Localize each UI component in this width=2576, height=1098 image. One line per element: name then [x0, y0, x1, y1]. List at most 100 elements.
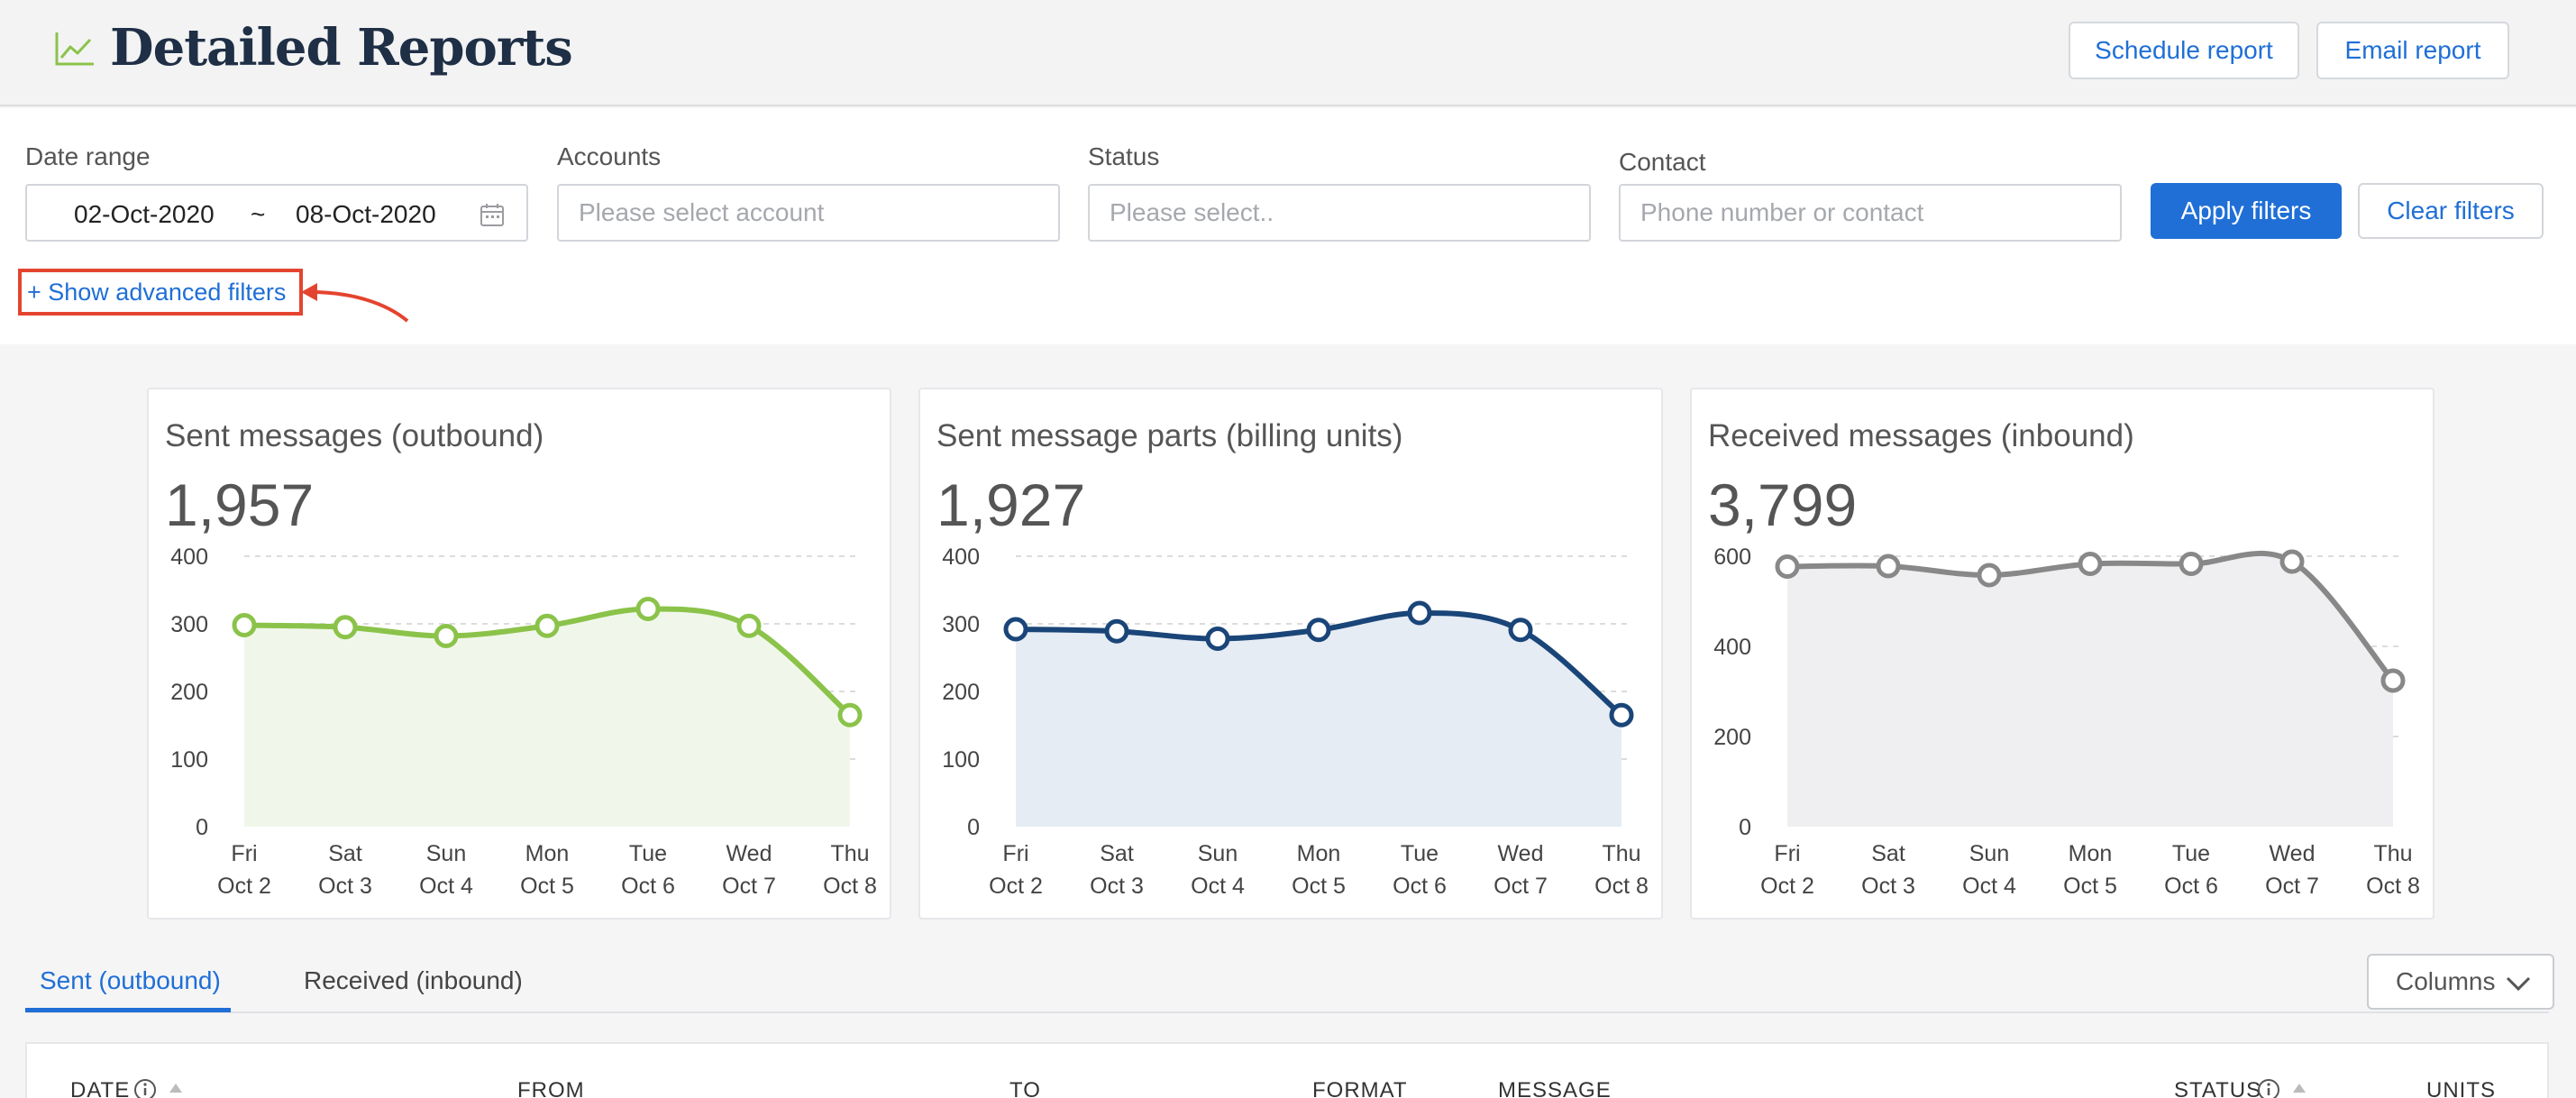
x-tick-date: Oct 6 [621, 874, 675, 899]
data-point [2279, 549, 2305, 574]
accounts-label: Accounts [557, 142, 662, 170]
x-tick-day: Mon [525, 841, 570, 866]
line-chart-icon [55, 32, 94, 66]
chart-card-billing-units: Sent message parts (billing units) 1,927… [918, 388, 1663, 920]
x-tick-day: Sun [1969, 841, 2009, 866]
chevron-down-icon [2506, 976, 2531, 992]
x-tick-date: Oct 3 [1861, 874, 1915, 899]
x-tick-day: Fri [1774, 841, 1800, 866]
sort-up-icon[interactable] [168, 1082, 184, 1094]
x-tick-day: Fri [231, 841, 257, 866]
tab-sent-outbound[interactable]: Sent (outbound) [40, 966, 221, 994]
info-icon [134, 1079, 156, 1098]
tab-received-inbound[interactable]: Received (inbound) [304, 966, 523, 994]
x-tick-date: Oct 5 [2063, 874, 2117, 899]
data-point [232, 613, 257, 637]
date-range-input[interactable]: 02-Oct-2020 ~ 08-Oct-2020 [25, 184, 528, 242]
columns-dropdown[interactable]: Columns [2367, 954, 2554, 1010]
column-header-from[interactable]: FROM [517, 1078, 585, 1098]
x-tick-date: Oct 2 [989, 874, 1043, 899]
column-header-to[interactable]: TO [1009, 1078, 1041, 1098]
x-tick-day: Fri [1002, 841, 1028, 866]
x-tick-day: Tue [2172, 841, 2210, 866]
received-messages-chart: 0 200 400 600 Fri Oct 2 Sat Oct 3 Sun Oct 4 Mon Oct… [1713, 544, 2420, 899]
status-select[interactable]: Please select.. [1088, 184, 1591, 242]
status-label: Status [1088, 142, 1160, 170]
annotation-arrow-icon [301, 283, 409, 323]
page-title: Detailed Reports [110, 18, 573, 78]
x-tick-date: Oct 5 [520, 874, 574, 899]
x-tick-day: Thu [2373, 841, 2412, 866]
y-tick-label: 600 [1713, 544, 1751, 570]
y-tick-label: 400 [170, 544, 208, 570]
chart-card-sent-messages: Sent messages (outbound) 1,957 0 100 200 30… [147, 388, 891, 920]
date-separator: ~ [251, 200, 266, 228]
data-point [1205, 627, 1230, 651]
column-header-date[interactable]: DATE [70, 1078, 131, 1098]
data-point [1775, 554, 1800, 579]
column-header-format[interactable]: FORMAT [1312, 1078, 1408, 1098]
data-point [534, 613, 560, 638]
x-tick-date: Oct 2 [1760, 874, 1814, 899]
x-tick-date: Oct 6 [2164, 874, 2218, 899]
contact-label: Contact [1619, 148, 1706, 176]
card-title: Sent messages (outbound) [165, 418, 544, 453]
column-header-message[interactable]: MESSAGE [1498, 1078, 1612, 1098]
data-point [2380, 668, 2406, 693]
y-tick-label: 200 [942, 680, 980, 705]
schedule-report-button[interactable]: Schedule report [2069, 22, 2299, 79]
data-point [837, 702, 863, 727]
x-tick-date: Oct 6 [1393, 874, 1447, 899]
x-tick-day: Sat [1871, 841, 1905, 866]
card-title: Sent message parts (billing units) [936, 418, 1403, 453]
column-header-units[interactable]: UNITS [2426, 1078, 2496, 1098]
y-tick-label: 400 [942, 544, 980, 570]
y-tick-label: 200 [170, 680, 208, 705]
x-tick-date: Oct 7 [2265, 874, 2319, 899]
card-title: Received messages (inbound) [1708, 418, 2134, 453]
sent-messages-chart: 0 100 200 300 400 Fri Oct 2 Sat Oct 3 Sun Oct 4 Mon… [170, 544, 877, 899]
x-tick-date: Oct 7 [1494, 874, 1548, 899]
series-area [1787, 553, 2393, 827]
contact-input[interactable]: Phone number or contact [1619, 184, 2122, 242]
x-tick-day: Wed [726, 841, 772, 866]
y-tick-label: 300 [942, 612, 980, 637]
x-tick-day: Sun [1198, 841, 1238, 866]
apply-filters-button[interactable]: Apply filters [2151, 183, 2342, 239]
x-tick-day: Wed [1498, 841, 1544, 866]
x-tick-day: Sun [426, 841, 466, 866]
x-tick-day: Thu [1602, 841, 1640, 866]
data-point [434, 624, 459, 648]
series-area [244, 608, 850, 827]
x-tick-day: Wed [2270, 841, 2316, 866]
columns-label: Columns [2396, 967, 2496, 995]
data-point [736, 613, 762, 638]
y-tick-label: 0 [1739, 815, 1751, 840]
table-header: DATE FROM TO FORMAT MESSAGE STATUS UNITS [25, 1042, 2549, 1098]
email-report-button[interactable]: Email report [2316, 22, 2509, 79]
data-point [333, 615, 358, 640]
data-point [1977, 563, 2002, 588]
x-tick-day: Mon [1297, 841, 1341, 866]
date-from-value: 02-Oct-2020 [74, 200, 215, 228]
clear-filters-button[interactable]: Clear filters [2358, 183, 2544, 239]
date-to-value: 08-Oct-2020 [296, 200, 436, 228]
y-tick-label: 300 [170, 612, 208, 637]
x-tick-day: Tue [629, 841, 667, 866]
x-tick-day: Tue [1401, 841, 1439, 866]
y-tick-label: 100 [170, 747, 208, 773]
accounts-select[interactable]: Please select account [557, 184, 1060, 242]
date-range-label: Date range [25, 142, 151, 170]
column-header-status[interactable]: STATUS [2174, 1078, 2262, 1098]
sort-up-icon[interactable] [2291, 1082, 2307, 1094]
data-point [1876, 554, 1901, 579]
x-tick-date: Oct 8 [823, 874, 877, 899]
data-point [1508, 618, 1533, 643]
data-point [1407, 600, 1432, 626]
data-point [2078, 552, 2103, 576]
card-value: 1,957 [165, 471, 315, 538]
data-point [635, 597, 661, 621]
calendar-icon[interactable] [480, 202, 505, 227]
show-advanced-filters-link[interactable]: + Show advanced filters [18, 269, 303, 316]
series-area [1016, 613, 1621, 827]
